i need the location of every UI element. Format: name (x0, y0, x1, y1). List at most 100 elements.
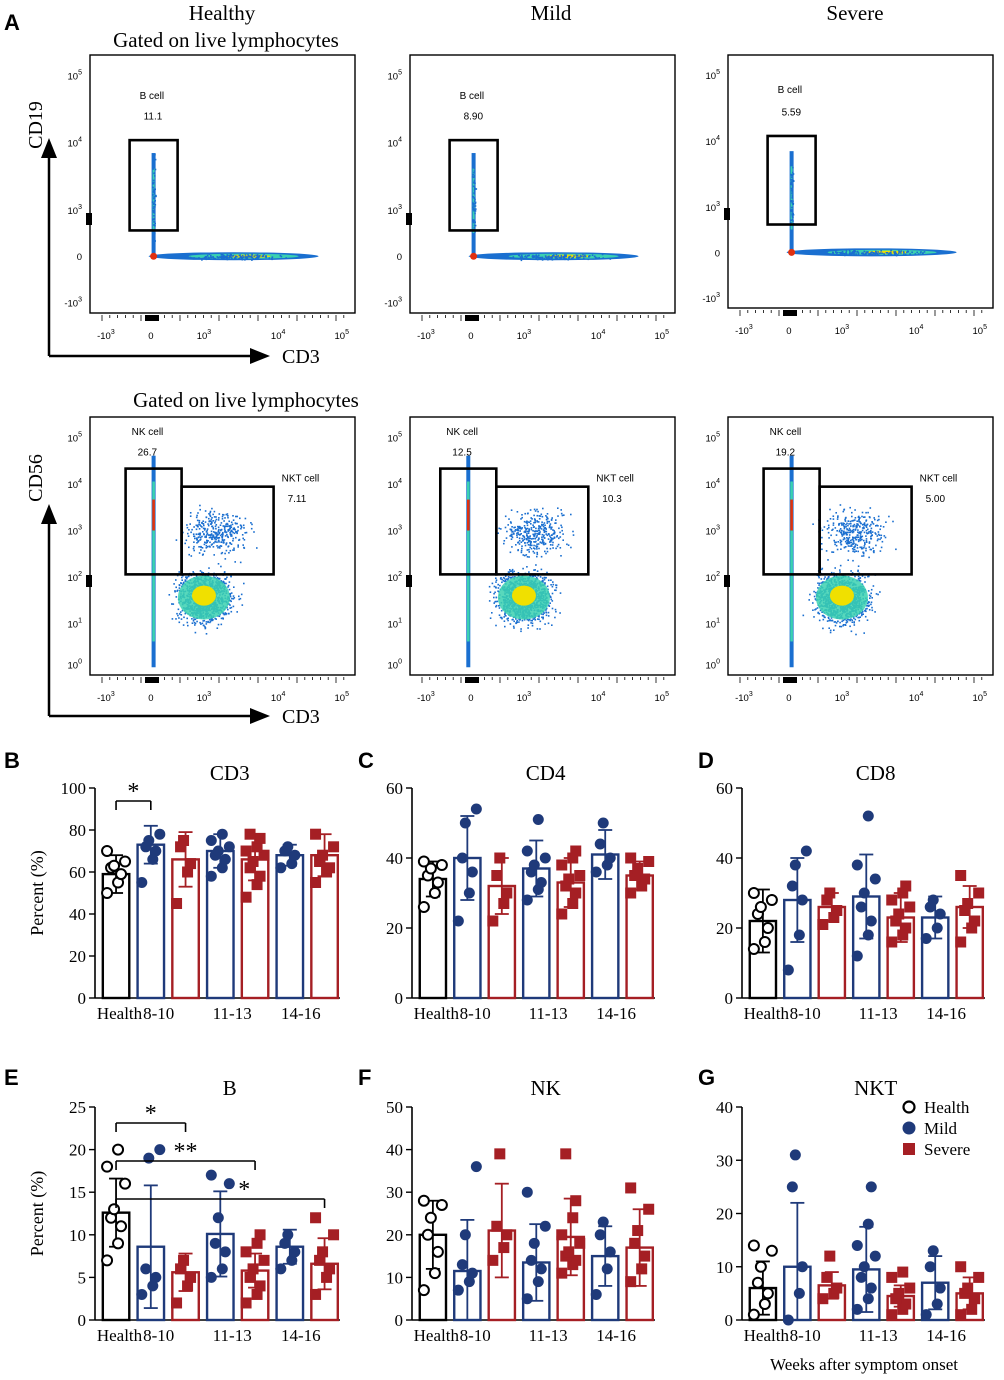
flow-top-1-event-dot (512, 256, 515, 258)
flow-bot-0-event-dot (203, 524, 205, 527)
flow-bot-1-event-dot (521, 545, 523, 547)
flow-bot-1-event-dot (555, 589, 557, 592)
flow-top-2-event-dot (871, 253, 874, 256)
flow-bot-1-event-dot (537, 527, 540, 530)
flow-bot-2-event-dot (849, 625, 851, 628)
flow-bot-0-event-dot (251, 523, 253, 526)
flow-bot-1-event-dot (533, 508, 536, 511)
flow-top-1-y-tick-label-exp: 4 (398, 137, 402, 144)
flow-bot-1-event-dot (530, 622, 532, 624)
flow-top-1-event-dot (598, 257, 600, 259)
flow-bot-0-event-dot (242, 537, 244, 540)
flow-bot-1-event-dot (560, 524, 562, 527)
flow-top-2-event-dot (911, 251, 913, 254)
flow-bot-1-event-dot (503, 540, 506, 542)
flow-bot-0-event-dot (219, 534, 222, 537)
flow-bot-0-event-dot (209, 620, 212, 623)
flow-bot-1-event-dot (534, 519, 536, 521)
flow-bot-1-event-dot (530, 528, 533, 531)
flow-bot-1-event-dot (561, 514, 564, 517)
flow-top-0-event-dot (210, 256, 212, 258)
flow-top-1-y-tick-label-exp: 3 (398, 297, 402, 304)
flow-bot-1-event-dot (520, 533, 522, 535)
flow-bot-1-event-dot (538, 618, 540, 621)
flow-bot-0-event-dot (214, 533, 217, 535)
flow-bot-1-event-dot (522, 540, 524, 542)
flow-bot-1-event-dot (524, 512, 526, 515)
flow-bot-1-event-dot (509, 535, 512, 537)
flow-top-2-event-dot (854, 250, 856, 253)
flow-bot-0-event-dot (218, 532, 220, 534)
flow-bot-0-event-dot (232, 531, 234, 534)
flow-bot-0-event-dot (189, 523, 191, 525)
flow-bot-0-event-dot (186, 524, 188, 526)
flow-bot-1-event-dot (544, 583, 546, 585)
flow-bot-1-event-dot (531, 624, 534, 627)
flow-bot-1-event-dot (499, 584, 501, 587)
flow-bot-0-event-dot (227, 608, 229, 611)
flow-top-2-event-dot (893, 251, 895, 253)
flow-bot-1-event-dot (511, 571, 514, 574)
flow-top-1-x-tick-label-exp: 3 (431, 329, 435, 336)
flow-top-2-event-dot (867, 253, 870, 255)
flow-bot-1-event-dot (544, 542, 547, 545)
flow-top-0-event-dot (244, 256, 247, 259)
flow-top-2-event-dot (853, 252, 856, 254)
flow-bot-0-event-dot (192, 547, 195, 550)
flow-top-2-event-dot (791, 209, 794, 211)
flow-top-1-event-dot (569, 255, 572, 258)
flow-top-1-event-dot (539, 257, 541, 259)
flow-bot-1-event-dot (530, 541, 532, 543)
flow-bot-2-event-dot (870, 588, 873, 591)
flow-bot-0-event-dot (216, 545, 218, 547)
flow-bot-0-x-tick-label-exp: 4 (281, 691, 285, 698)
flow-bot-1-event-dot (533, 521, 535, 524)
flow-bot-2-event-dot (851, 619, 854, 621)
flow-top-2-event-dot (848, 249, 851, 251)
flow-bot-0-event-dot (198, 521, 201, 524)
flow-bot-2-y-tick-label: 105 (706, 432, 721, 445)
flow-bot-1-event-dot (552, 538, 554, 540)
flow-bot-1-event-dot (526, 542, 529, 544)
flow-top-2-event-dot (887, 253, 890, 255)
flow-bot-1-event-dot (536, 551, 538, 554)
flow-bot-0-event-dot (192, 620, 195, 622)
flow-top-2-event-dot (792, 180, 795, 182)
flow-top-1-event-dot (473, 175, 476, 177)
flow-bot-0-event-dot (234, 561, 236, 563)
flow-top-0-event-dot (152, 209, 155, 212)
flow-bot-0-event-dot (226, 534, 228, 536)
flow-top-2-event-dot (914, 253, 917, 255)
flow-bot-2-event-dot (818, 582, 821, 585)
flow-bot-0-event-dot (221, 536, 223, 538)
flow-top-0-event-dot (219, 256, 222, 259)
flow-bot-1-event-dot (519, 530, 521, 532)
flow-bot-1-y-tick-label-exp: 4 (398, 478, 402, 485)
flow-bot-0-event-dot (213, 575, 215, 577)
flow-bot-0-event-dot (203, 543, 206, 546)
flow-bot-1-event-dot (550, 528, 552, 530)
flow-bot-1-event-dot (557, 507, 559, 509)
flow-top-0-event-dot (226, 258, 229, 261)
flow-bot-0-event-dot (208, 618, 211, 621)
flow-top-2-event-dot (898, 251, 901, 253)
flow-top-0-event-dot (225, 257, 227, 260)
flow-bot-0-event-dot (200, 536, 202, 539)
flow-bot-1-event-dot (533, 535, 536, 537)
flow-top-0-y-tick-label: 105 (68, 70, 83, 83)
flow-top-2-event-dot (791, 201, 793, 204)
flow-bot-1-event-dot (538, 525, 540, 527)
flow-bot-0-event-dot (221, 535, 224, 537)
flow-bot-2-event-dot (864, 615, 867, 618)
flow-bot-1-event-dot (524, 542, 526, 544)
flow-bot-0-event-dot (196, 514, 198, 517)
flow-bot-1-event-dot (528, 571, 530, 573)
flow-bot-0-event-dot (211, 534, 213, 536)
flow-bot-1-event-dot (543, 543, 545, 546)
flow-bot-0-event-dot (231, 597, 233, 600)
flow-top-2-event-dot (839, 254, 841, 256)
flow-bot-2-event-dot (859, 580, 862, 582)
flow-top-0-event-dot (257, 256, 260, 259)
flow-bot-1-nk-value: 12.5 (452, 448, 472, 459)
flow-top-1-event-dot (472, 219, 475, 221)
